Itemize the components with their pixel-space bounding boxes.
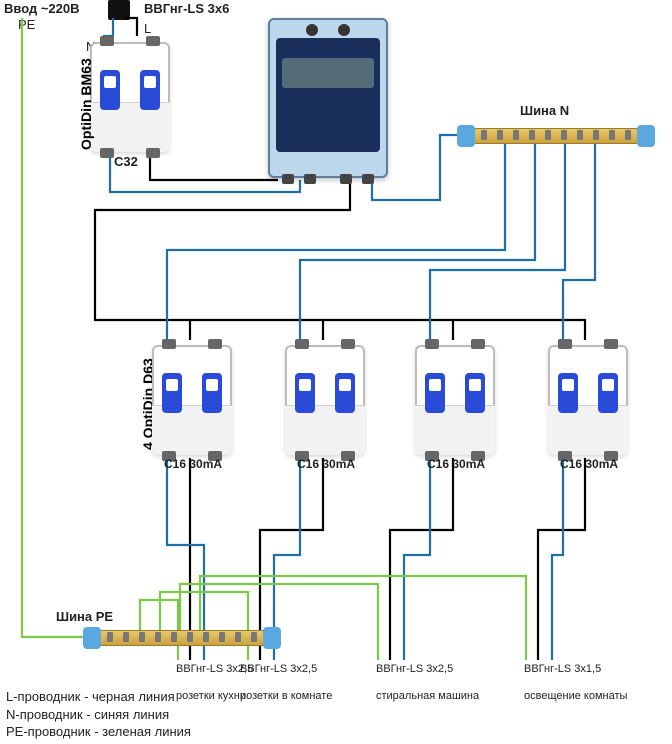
circuit-2-cable: ВВГнг-LS 3x2,5: [240, 663, 317, 676]
circuit-3-name: стиральная машина: [376, 690, 479, 703]
main-breaker: [90, 42, 170, 152]
main-breaker-side-label: OptiDin BM63: [78, 58, 94, 150]
pe-bus-label: Шина PE: [56, 610, 113, 625]
pe-busbar: [96, 630, 268, 646]
rcbo-1-rating: C16 30mA: [164, 458, 222, 472]
rcbo-4-rating: C16 30mA: [560, 458, 618, 472]
legend: L-проводник - черная линия N-проводник -…: [6, 688, 191, 741]
rcbo-3-rating: C16 30mA: [427, 458, 485, 472]
main-breaker-rating: C32: [114, 155, 138, 170]
legend-pe: PE-проводник - зеленая линия: [6, 723, 191, 741]
l-terminal-label: L: [144, 22, 151, 37]
circuit-2-name: розетки в комнате: [240, 690, 332, 703]
legend-n: N-проводник - синяя линия: [6, 706, 191, 724]
input-cable-label: ВВГнг-LS 3x6: [144, 2, 229, 17]
wiring-diagram: Ввод ~220В PE ВВГнг-LS 3x6 N L: [0, 0, 672, 744]
legend-l: L-проводник - черная линия: [6, 688, 191, 706]
rcbo-3: [415, 345, 495, 455]
pe-header-label: PE: [18, 18, 35, 33]
rcbo-4: [548, 345, 628, 455]
rcbo-2-rating: C16 30mA: [297, 458, 355, 472]
circuit-4-name: освещение комнаты: [524, 690, 627, 703]
circuit-3-cable: ВВГнг-LS 3x2,5: [376, 663, 453, 676]
rcbo-1: [152, 345, 232, 455]
rcbo-2: [285, 345, 365, 455]
n-busbar: [470, 128, 642, 144]
input-cable-cap: [108, 0, 130, 20]
circuit-4-cable: ВВГнг-LS 3x1,5: [524, 663, 601, 676]
input-voltage-label: Ввод ~220В: [4, 2, 80, 17]
n-bus-label: Шина N: [520, 104, 569, 119]
energy-meter: [268, 18, 388, 178]
